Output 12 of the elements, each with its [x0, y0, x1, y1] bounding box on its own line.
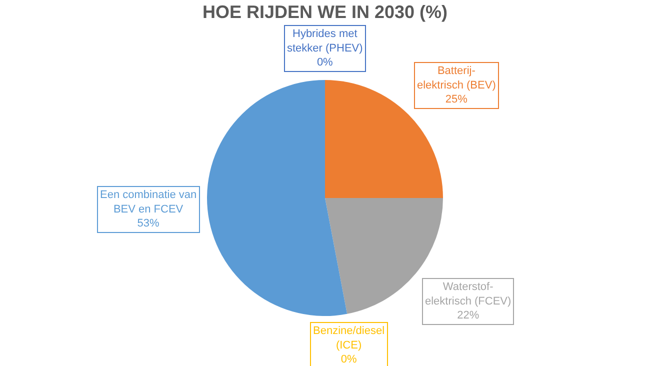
text: 0% — [316, 56, 333, 69]
data-label: 53% — [137, 218, 160, 230]
category-label: Benzine/diesel (ICE) — [313, 325, 385, 352]
slice-label: Een combinatie van BEV en FCEV — [100, 189, 197, 216]
slice-label: Waterstof-elektrisch (FCEV) — [425, 281, 512, 308]
category-label: Hybrides met stekker (PHEV) — [287, 28, 363, 54]
data-label: 25% — [445, 94, 468, 106]
data-label: 22% — [457, 310, 480, 322]
text: 0% — [340, 354, 357, 366]
chart-title: HOE RIJDEN WE IN 2030 (%) — [202, 2, 448, 22]
slice-label: Batterij-elektrisch (BEV) — [417, 65, 496, 92]
pie-slice — [207, 80, 348, 316]
